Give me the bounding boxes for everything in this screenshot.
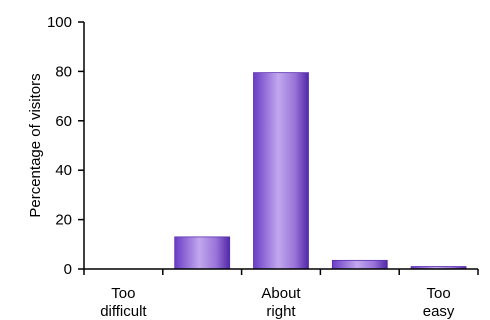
bars <box>83 72 479 275</box>
y-tick-label: 60 <box>55 113 72 130</box>
bar <box>174 236 231 270</box>
y-tick-label: 0 <box>64 261 72 278</box>
y-tick-label: 40 <box>55 162 72 179</box>
x-axis-labels: Too difficult About right Too easy <box>100 285 455 320</box>
x-category-label: About right <box>261 285 301 320</box>
y-axis-ticks: 0 20 40 60 80 100 <box>47 14 84 278</box>
x-category-label: Too easy <box>423 285 455 320</box>
y-tick-label: 100 <box>47 14 72 31</box>
y-tick-label: 80 <box>55 63 72 80</box>
y-tick-label: 20 <box>55 212 72 229</box>
x-category-label: Too difficult <box>100 285 147 320</box>
bar <box>331 259 388 270</box>
bar <box>253 72 309 270</box>
y-axis-title: Percentage of visitors <box>27 73 44 217</box>
